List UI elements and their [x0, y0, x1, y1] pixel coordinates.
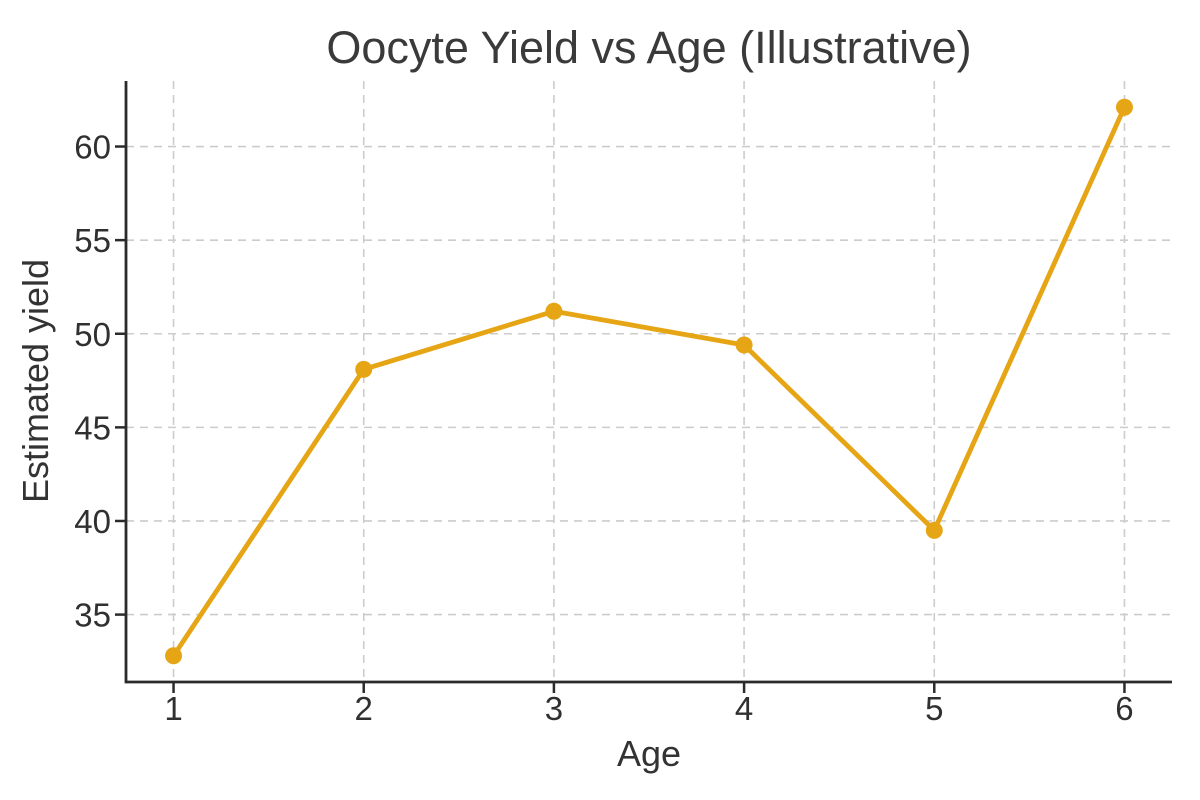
x-tick-label: 4	[735, 690, 753, 727]
y-tick-label: 45	[74, 409, 111, 446]
data-point-marker	[165, 647, 183, 665]
data-point-marker	[355, 360, 373, 378]
x-tick-label: 3	[545, 690, 563, 727]
x-tick-label: 5	[925, 690, 943, 727]
data-line	[171, 104, 1127, 659]
y-tick-label: 50	[74, 316, 111, 353]
x-tick-label: 2	[355, 690, 373, 727]
data-point-marker	[925, 521, 943, 539]
axis-spines	[124, 81, 1172, 684]
x-tick-label: 1	[164, 690, 182, 727]
x-axis-label: Age	[616, 733, 682, 774]
data-point-marker	[545, 302, 563, 320]
data-point-marker	[735, 336, 753, 354]
data-point-marker	[1115, 98, 1133, 116]
y-tick-label: 40	[74, 503, 111, 540]
y-tick-label: 60	[74, 129, 111, 166]
y-axis-label: Estimated yield	[15, 258, 56, 504]
y-tick-label: 35	[74, 597, 111, 634]
y-tick-label: 55	[74, 222, 111, 259]
chart-title: Oocyte Yield vs Age (Illustrative)	[326, 22, 972, 73]
x-tick-label: 6	[1115, 690, 1133, 727]
